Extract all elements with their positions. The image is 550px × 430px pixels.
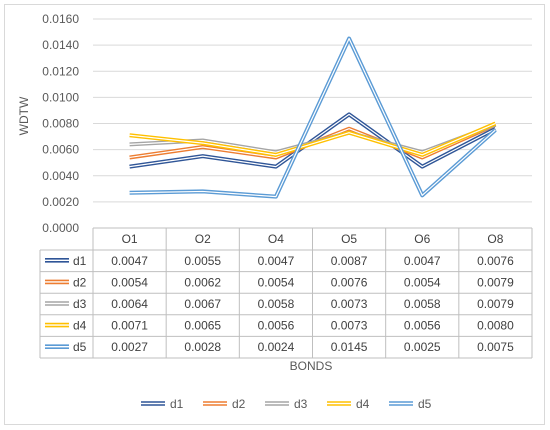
category-label: O4	[268, 232, 284, 246]
category-label: O2	[195, 232, 211, 246]
table-cell: 0.0073	[331, 297, 368, 311]
row-label: d2	[73, 275, 87, 289]
legend-item-d5: d5	[389, 397, 432, 411]
row-label: d4	[73, 319, 87, 333]
table-cell: 0.0056	[404, 319, 441, 333]
table-cell: 0.0076	[331, 275, 368, 289]
table-row: d1 0.0047 0.0055 0.0047 0.0087 0.0047 0.0076	[45, 254, 514, 268]
series-d5	[129, 36, 497, 199]
table-row: d3 0.0064 0.0067 0.0058 0.0073 0.0058 0.0079	[45, 297, 514, 311]
table-cell: 0.0067	[184, 297, 221, 311]
table-cell: 0.0062	[184, 275, 221, 289]
y-tick-label: 0.0120	[42, 64, 79, 78]
table-cell: 0.0064	[111, 297, 148, 311]
table-cell: 0.0080	[477, 319, 514, 333]
series-line-inner	[129, 122, 496, 156]
table-cell: 0.0071	[111, 319, 148, 333]
table-cell: 0.0058	[258, 297, 295, 311]
table-cell: 0.0145	[331, 340, 368, 354]
legend-item-d4: d4	[327, 397, 370, 411]
y-tick-label: 0.0060	[42, 143, 79, 157]
row-label: d3	[73, 297, 87, 311]
category-label: O1	[122, 232, 138, 246]
y-tick-label: 0.0040	[42, 169, 79, 183]
table-cell: 0.0065	[184, 319, 221, 333]
legend-label: d2	[232, 397, 246, 411]
table-cell: 0.0079	[477, 275, 514, 289]
legend-item-d1: d1	[141, 397, 184, 411]
y-tick-label: 0.0140	[42, 38, 79, 52]
y-axis-title: WDTW	[17, 96, 31, 135]
table-row: d4 0.0071 0.0065 0.0056 0.0073 0.0056 0.0080	[45, 319, 514, 333]
table-cell: 0.0087	[331, 254, 368, 268]
chart-frame	[4, 4, 545, 425]
category-label: O8	[487, 232, 503, 246]
legend-label: d3	[294, 397, 308, 411]
series-d4	[129, 121, 497, 157]
legend-item-d3: d3	[265, 397, 308, 411]
y-tick-label: 0.0080	[42, 117, 79, 131]
table-cell: 0.0054	[258, 275, 295, 289]
legend-item-d2: d2	[203, 397, 246, 411]
table-cell: 0.0073	[331, 319, 368, 333]
table-cell: 0.0047	[258, 254, 295, 268]
y-tick-label: 0.0100	[42, 90, 79, 104]
table-cell: 0.0075	[477, 340, 514, 354]
table-cell: 0.0027	[111, 340, 148, 354]
table-cell: 0.0056	[258, 319, 295, 333]
table-cell: 0.0028	[184, 340, 221, 354]
y-tick-label: 0.0000	[42, 221, 79, 235]
row-label: d5	[73, 340, 87, 354]
table-cell: 0.0024	[258, 340, 295, 354]
category-label: O5	[341, 232, 357, 246]
table-cell: 0.0079	[477, 297, 514, 311]
table-row: d5 0.0027 0.0028 0.0024 0.0145 0.0025 0.0075	[45, 340, 514, 354]
row-label: d1	[73, 254, 87, 268]
table-cell: 0.0047	[404, 254, 441, 268]
table-row: d2 0.0054 0.0062 0.0054 0.0076 0.0054 0.0079	[45, 275, 514, 289]
table-cell: 0.0054	[404, 275, 441, 289]
y-tick-label: 0.0020	[42, 195, 79, 209]
table-cell: 0.0025	[404, 340, 441, 354]
x-axis-title: BONDS	[290, 359, 333, 373]
series-line-inner	[129, 37, 496, 198]
category-label: O6	[414, 232, 430, 246]
legend-label: d4	[356, 397, 370, 411]
legend-label: d1	[170, 397, 184, 411]
legend-label: d5	[418, 397, 432, 411]
table-cell: 0.0076	[477, 254, 514, 268]
table-cell: 0.0055	[184, 254, 221, 268]
table-cell: 0.0054	[111, 275, 148, 289]
table-cell: 0.0047	[111, 254, 148, 268]
table-cell: 0.0058	[404, 297, 441, 311]
y-tick-label: 0.0160	[42, 12, 79, 26]
